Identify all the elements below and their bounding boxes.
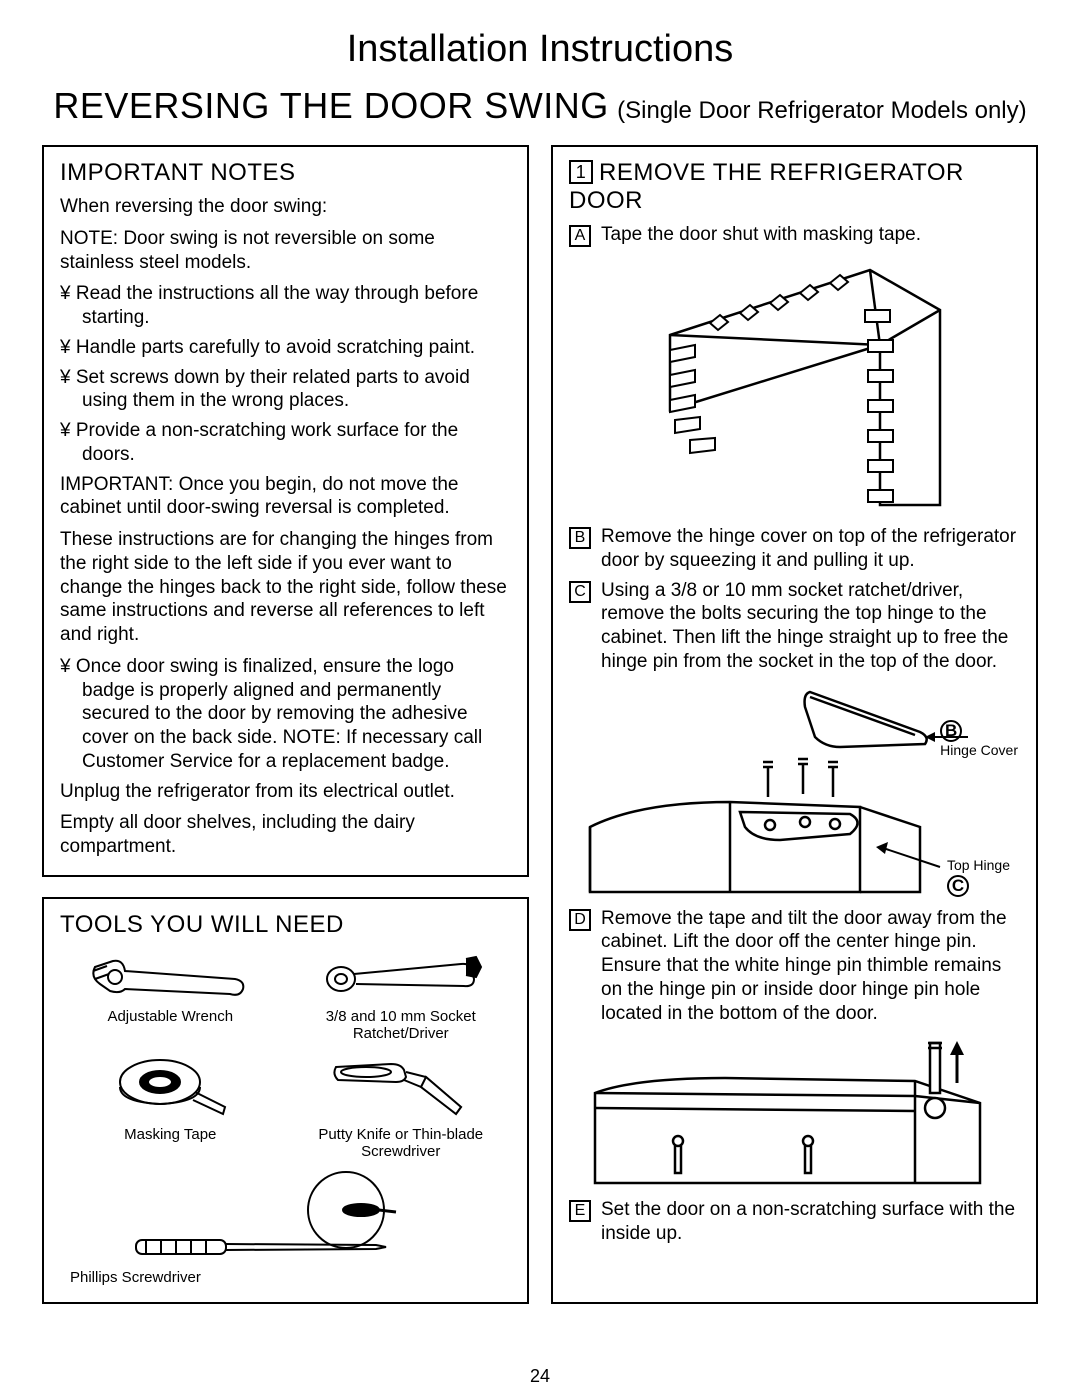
masking-tape-icon (105, 1052, 235, 1122)
notes-note: NOTE: Door swing is not reversible on so… (60, 227, 511, 275)
page-title: Installation Instructions (42, 28, 1038, 71)
callout-b-circle: B (940, 720, 962, 742)
step-letter: B (569, 527, 591, 549)
section-title-small: (Single Door Refrigerator Models only) (617, 97, 1027, 124)
socket-ratchet-icon (316, 949, 486, 1004)
tools-grid: Adjustable Wrench 3/8 and 10 mm Socket R… (60, 949, 511, 1286)
notes-para3: Empty all door shelves, including the da… (60, 811, 511, 859)
bullet-item: Read the instructions all the way throug… (60, 282, 511, 330)
tool-phillips: Phillips Screwdriver (60, 1170, 511, 1286)
step-item: D Remove the tape and tilt the door away… (569, 907, 1020, 1026)
notes-important: IMPORTANT: Once you begin, do not move t… (60, 473, 511, 521)
notes-intro: When reversing the door swing: (60, 195, 511, 219)
tool-label: Phillips Screwdriver (60, 1269, 511, 1286)
notes-para2: Unplug the refrigerator from its electri… (60, 780, 511, 804)
tools-title: TOOLS YOU WILL NEED (60, 911, 511, 939)
tool-socket: 3/8 and 10 mm Socket Ratchet/Driver (291, 949, 512, 1042)
step-item: E Set the door on a non-scratching surfa… (569, 1198, 1020, 1246)
step-letter: E (569, 1200, 591, 1222)
notes-bullets-2: Once door swing is finalized, ensure the… (60, 655, 511, 774)
tools-box: TOOLS YOU WILL NEED Adjustable Wrench (42, 897, 529, 1304)
bullet-item: Handle parts carefully to avoid scratchi… (60, 336, 511, 360)
putty-knife-icon (326, 1052, 476, 1122)
section-title-big: REVERSING THE DOOR SWING (53, 85, 608, 126)
notes-bullets-1: Read the instructions all the way throug… (60, 282, 511, 466)
diagram-hinge: B Hinge Cover Top Hinge C (569, 682, 1020, 897)
step-item: C Using a 3/8 or 10 mm socket ratchet/dr… (569, 579, 1020, 674)
diagram-lift-door (569, 1033, 1020, 1188)
phillips-screwdriver-icon (126, 1170, 446, 1265)
important-notes-title: IMPORTANT NOTES (60, 159, 511, 187)
remove-door-title-text: REMOVE THE REFRIGERATOR DOOR (569, 159, 964, 214)
step-item: B Remove the hinge cover on top of the r… (569, 525, 1020, 573)
bullet-item: Set screws down by their related parts t… (60, 366, 511, 414)
fridge-tape-diagram-icon (640, 255, 950, 515)
step-item: A Tape the door shut with masking tape. (569, 223, 1020, 247)
tool-putty: Putty Knife or Thin-blade Screwdriver (291, 1052, 512, 1160)
tool-label: 3/8 and 10 mm Socket Ratchet/Driver (291, 1008, 512, 1042)
step-list: B Remove the hinge cover on top of the r… (569, 525, 1020, 674)
tool-label: Adjustable Wrench (60, 1008, 281, 1025)
step-text: Remove the hinge cover on top of the ref… (601, 525, 1020, 573)
important-notes-box: IMPORTANT NOTES When reversing the door … (42, 145, 529, 877)
content-columns: IMPORTANT NOTES When reversing the door … (42, 145, 1038, 1304)
step-letter: A (569, 225, 591, 247)
step-number: 1 (569, 160, 593, 184)
lift-door-diagram-icon (585, 1033, 1005, 1188)
wrench-icon (85, 949, 255, 1004)
bullet-item: Provide a non-scratching work surface fo… (60, 419, 511, 467)
remove-door-title: 1REMOVE THE REFRIGERATOR DOOR (569, 159, 1020, 215)
tool-wrench: Adjustable Wrench (60, 949, 281, 1042)
callout-c-circle: C (947, 875, 969, 897)
callout-hinge-cover-label: Hinge Cover (940, 742, 1018, 758)
step-text: Using a 3/8 or 10 mm socket ratchet/driv… (601, 579, 1020, 674)
hinge-diagram-icon (580, 682, 1010, 897)
step-text: Set the door on a non-scratching surface… (601, 1198, 1020, 1246)
tool-label: Masking Tape (60, 1126, 281, 1143)
diagram-tape-door (569, 255, 1020, 515)
remove-door-box: 1REMOVE THE REFRIGERATOR DOOR A Tape the… (551, 145, 1038, 1304)
page-number: 24 (0, 1366, 1080, 1387)
step-list: A Tape the door shut with masking tape. (569, 223, 1020, 247)
left-column: IMPORTANT NOTES When reversing the door … (42, 145, 529, 1304)
bullet-item: Once door swing is finalized, ensure the… (60, 655, 511, 774)
callout-top-hinge-label: Top Hinge (947, 857, 1010, 873)
section-title: REVERSING THE DOOR SWING (Single Door Re… (42, 85, 1038, 127)
tool-label: Putty Knife or Thin-blade Screwdriver (291, 1126, 512, 1160)
step-text: Remove the tape and tilt the door away f… (601, 907, 1020, 1026)
step-letter: D (569, 909, 591, 931)
step-list: D Remove the tape and tilt the door away… (569, 907, 1020, 1026)
step-list: E Set the door on a non-scratching surfa… (569, 1198, 1020, 1246)
tool-tape: Masking Tape (60, 1052, 281, 1160)
step-text: Tape the door shut with masking tape. (601, 223, 1020, 247)
step-letter: C (569, 581, 591, 603)
right-column: 1REMOVE THE REFRIGERATOR DOOR A Tape the… (551, 145, 1038, 1304)
notes-para1: These instructions are for changing the … (60, 528, 511, 647)
